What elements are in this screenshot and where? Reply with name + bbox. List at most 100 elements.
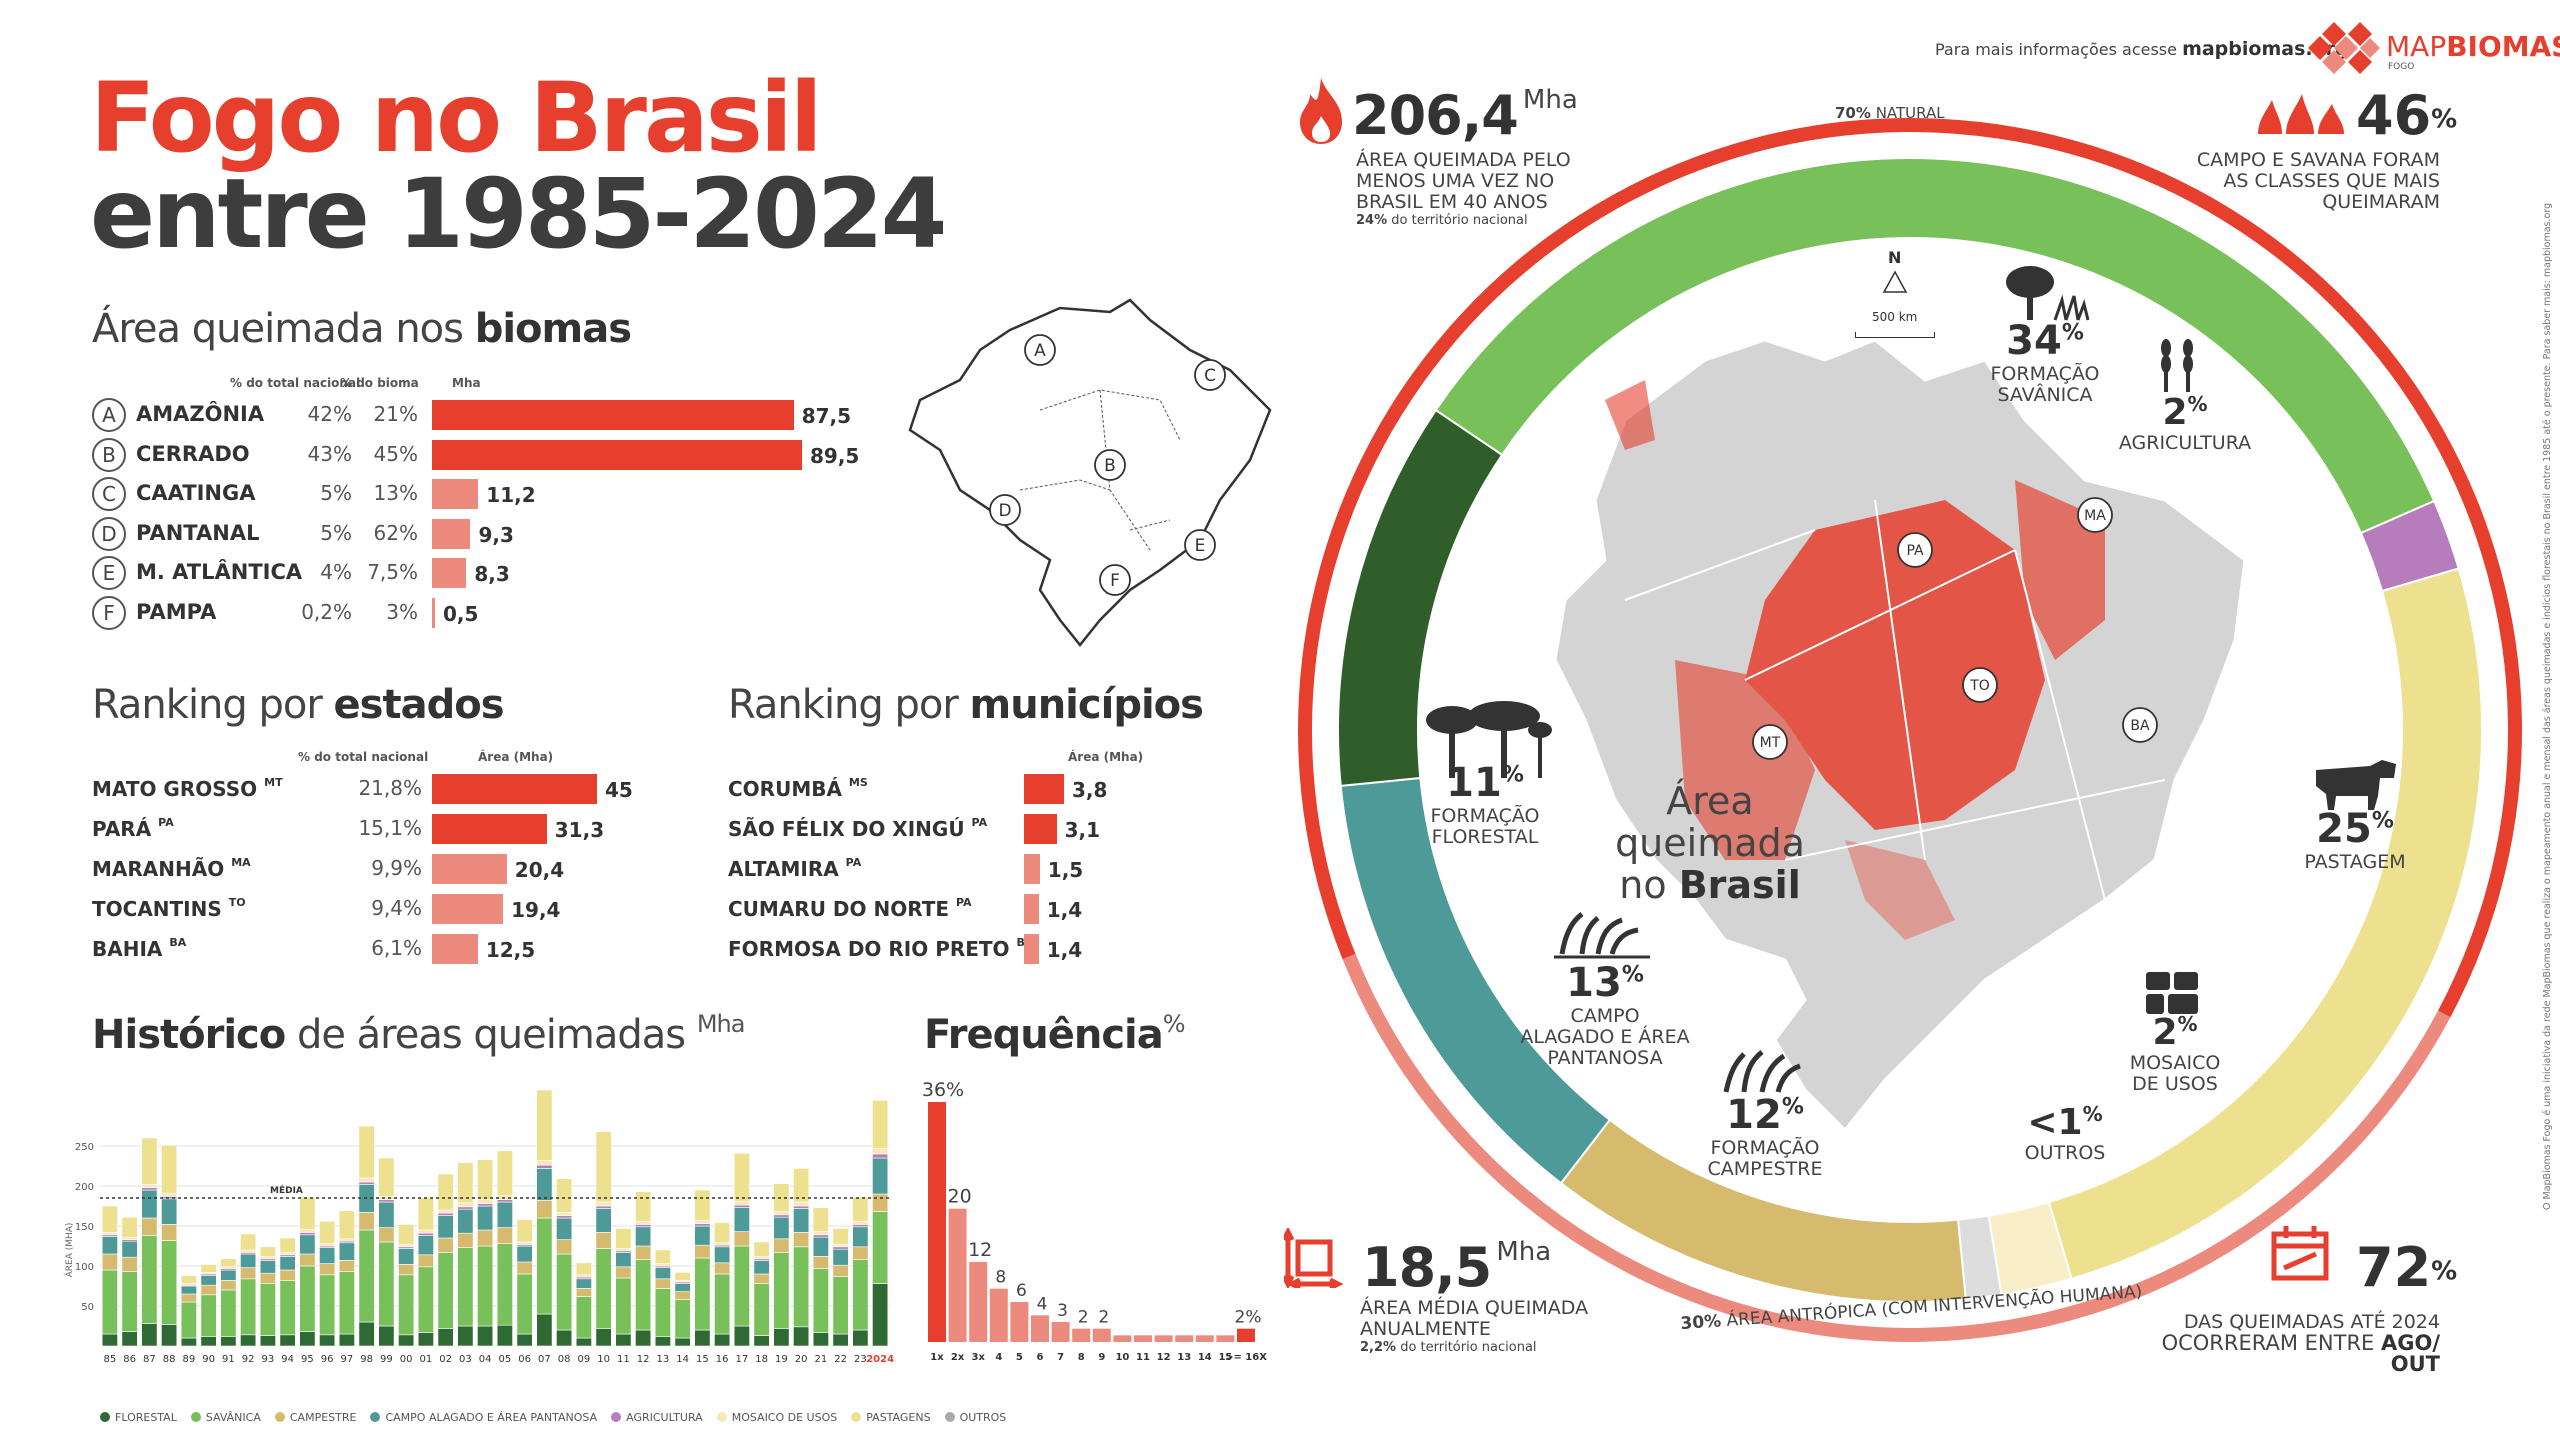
info-prefix: Para mais informações acesse	[1935, 40, 2177, 59]
info-link[interactable]: mapbiomas.org	[2182, 38, 2349, 60]
logo-sub: FOGO	[2388, 62, 2415, 72]
frequencia-xtick: 8	[1078, 1352, 1085, 1363]
mapbiomas-logo[interactable]: MAPBIOMAS FOGO	[2308, 22, 2560, 74]
historico-bar-segment	[575, 1262, 592, 1276]
historico-bar-segment	[832, 1264, 849, 1277]
estado-pct: 9,4%	[371, 896, 422, 920]
frequencia-bar	[1237, 1328, 1255, 1342]
historico-bar-segment	[161, 1144, 178, 1194]
historico-xtick: 89	[183, 1354, 196, 1365]
historico-bar-segment	[773, 1214, 790, 1218]
historico-bar-segment	[220, 1258, 237, 1268]
frequencia-bar	[1092, 1328, 1111, 1342]
historico-bar-segment	[220, 1280, 237, 1291]
historico-xtick: 90	[202, 1354, 215, 1365]
historico-bar-segment	[496, 1243, 513, 1326]
historico-xtick: 04	[479, 1354, 492, 1365]
historico-bar-segment	[793, 1205, 810, 1209]
historico-media-label: MÉDIA	[270, 1184, 303, 1196]
historico-xtick: 98	[360, 1354, 373, 1365]
classes-ring-chart	[1298, 118, 2522, 1343]
historico-bar-segment	[200, 1336, 217, 1347]
historico-bar-segment	[358, 1321, 375, 1347]
historico-bar-segment	[694, 1244, 711, 1259]
legend-swatch	[944, 1412, 955, 1422]
historico-xtick: 92	[242, 1354, 255, 1365]
historico-bar-segment	[378, 1201, 395, 1228]
biome-letter-circle: A	[92, 398, 126, 432]
historico-xtick: 18	[755, 1354, 768, 1365]
historico-bar-segment	[299, 1253, 316, 1267]
historico-bar-segment	[417, 1266, 434, 1333]
historico-xtick: 86	[123, 1354, 136, 1365]
historico-bar-segment	[635, 1259, 652, 1331]
estado-mha-label: 31,3	[554, 818, 605, 842]
historico-xtick: 07	[538, 1354, 551, 1365]
historico-bar-segment	[259, 1246, 276, 1257]
biome-letter-circle: D	[92, 516, 126, 551]
historico-bar-segment	[832, 1276, 849, 1335]
historico-xtick: 88	[163, 1354, 176, 1365]
historico-bar-segment	[101, 1269, 118, 1335]
historico-bar-segment	[121, 1240, 138, 1258]
map-biome-letter: B	[1104, 456, 1116, 476]
historico-bar-segment	[338, 1210, 355, 1240]
map-biome-letter: C	[1204, 366, 1216, 386]
grassland-icon	[1723, 1050, 1801, 1093]
class-campo-alagado: 13% CAMPO ALAGADO E ÁREA PANTANOSA	[1520, 960, 1690, 1069]
historico-bar-segment	[338, 1242, 355, 1261]
historico-bar-segment	[161, 1240, 178, 1325]
historico-bar-segment	[654, 1288, 671, 1337]
estado-mha-label: 12,5	[485, 938, 536, 962]
biome-name: PANTANAL	[136, 520, 260, 545]
historico-bar-segment	[457, 1208, 474, 1234]
historico-bar-segment	[378, 1325, 395, 1347]
historico-bar-segment	[457, 1162, 474, 1204]
historico-bar-segment	[812, 1332, 829, 1347]
map-biome-circle	[1194, 359, 1226, 391]
biome-name: M. ATLÂNTICA	[136, 560, 303, 584]
municipio-name: SÃO FÉLIX DO XINGÚ PA	[728, 816, 988, 841]
legend-label: CAMPO ALAGADO E ÁREA PANTANOSA	[385, 1410, 598, 1424]
historico-bar-segment	[714, 1273, 731, 1335]
historico-bar-segment	[773, 1216, 790, 1240]
historico-bar-segment	[694, 1225, 711, 1246]
historico-bar-segment	[180, 1293, 197, 1303]
historico-bar-segment	[595, 1208, 612, 1233]
historico-bar-segment	[358, 1229, 375, 1323]
historico-bar-segment	[793, 1232, 810, 1248]
historico-bar-segment	[457, 1247, 474, 1327]
historico-bar-segment	[378, 1227, 395, 1243]
historico-bar-segment	[872, 1283, 889, 1347]
biomas-col-pct-bioma: % do bioma	[340, 376, 419, 390]
frequencia-bar	[1195, 1335, 1214, 1342]
historico-bar-segment	[556, 1212, 573, 1216]
municipio-name: ALTAMIRA PA	[728, 856, 862, 881]
historico-bar-segment	[259, 1272, 276, 1284]
historico-bar-segment	[378, 1241, 395, 1327]
state-marker-label: PA	[1906, 543, 1924, 559]
historico-bar-segment	[812, 1268, 829, 1333]
biome-bar	[432, 558, 467, 588]
historico-bar-segment	[872, 1211, 889, 1284]
historico-bar-segment	[575, 1296, 592, 1339]
historico-bar-segment	[753, 1241, 770, 1257]
frequencia-data-label: 4	[1037, 1294, 1048, 1314]
historico-bar-segment	[398, 1334, 415, 1347]
estado-pct: 21,8%	[358, 776, 422, 800]
historico-bar-segment	[200, 1264, 217, 1273]
historico-bar-segment	[536, 1168, 553, 1201]
estado-name: BAHIA BA	[92, 936, 187, 961]
historico-bar-segment	[556, 1178, 573, 1213]
historico-bar-segment	[694, 1223, 711, 1227]
historico-bar-segment	[516, 1273, 533, 1335]
map-title: Área queimada no Brasil	[1615, 779, 1805, 907]
historico-bar-segment	[398, 1274, 415, 1336]
historico-bar-segment	[259, 1260, 276, 1274]
historico-bar-segment	[240, 1334, 257, 1347]
historico-legend-item: CAMPESTRE	[274, 1411, 356, 1424]
biome-pct-bioma: 21%	[373, 402, 418, 426]
historico-bar-segment	[615, 1252, 632, 1268]
historico-legend-item: CAMPO ALAGADO E ÁREA PANTANOSA	[370, 1411, 597, 1424]
state-marker-label: TO	[1969, 678, 1990, 694]
